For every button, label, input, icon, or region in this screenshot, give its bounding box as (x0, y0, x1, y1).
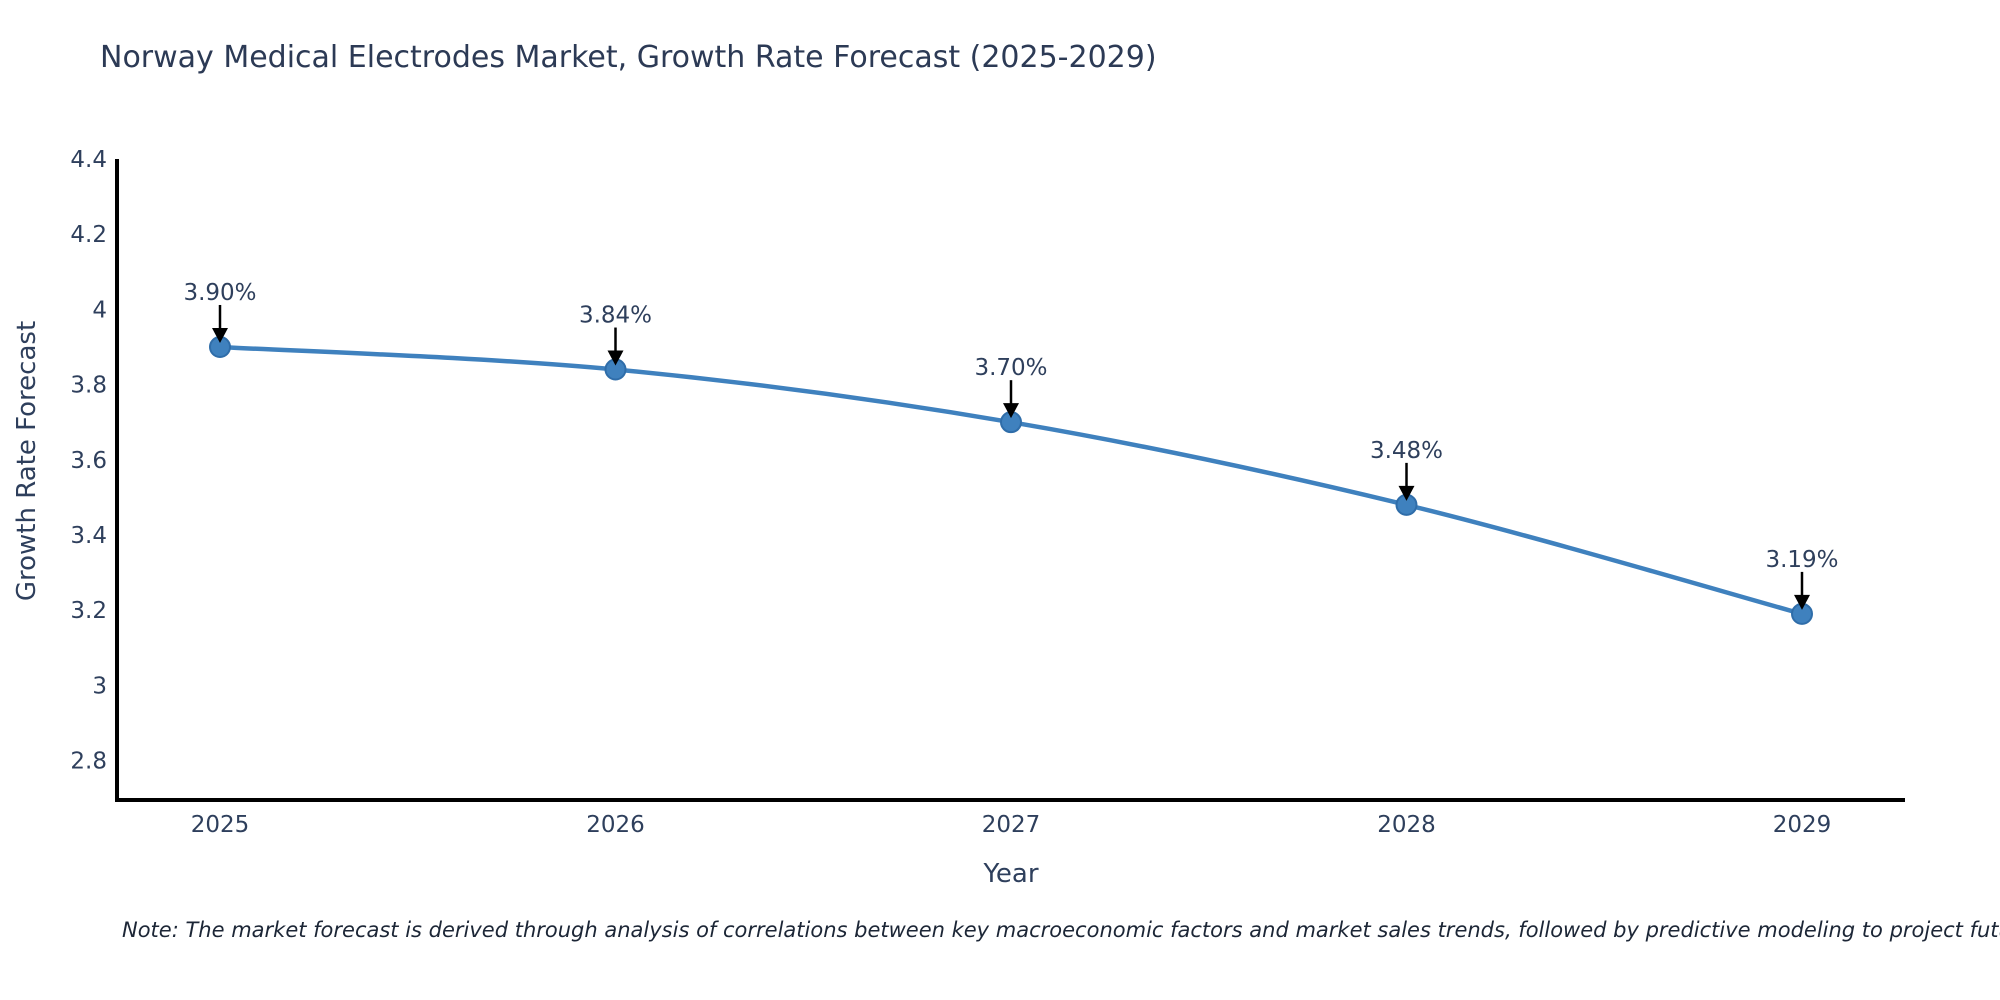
chart-title: Norway Medical Electrodes Market, Growth… (100, 40, 1157, 75)
y-tick-label: 3.6 (70, 448, 107, 474)
x-tick-label: 2028 (1377, 812, 1436, 838)
x-tick-label: 2029 (1773, 812, 1832, 838)
annotation-label-2028: 3.48% (1370, 438, 1443, 464)
y-tick-label: 3.4 (70, 523, 107, 549)
y-tick-label: 3.2 (70, 598, 107, 624)
y-tick-label: 2.8 (70, 749, 107, 775)
y-tick-label: 4.4 (70, 147, 107, 173)
annotation-arrowhead-icon (1003, 403, 1019, 419)
annotation-arrowhead-icon (607, 350, 624, 366)
x-tick-label: 2027 (982, 812, 1041, 838)
annotation-label-2027: 3.70% (974, 355, 1047, 381)
y-tick-label: 4 (92, 297, 107, 323)
y-tick-label: 4.2 (70, 222, 107, 248)
annotation-arrowhead-icon (1398, 485, 1415, 501)
footnote: Note: The market forecast is derived thr… (122, 918, 2000, 942)
x-tick-label: 2026 (586, 812, 645, 838)
x-axis-title: Year (983, 859, 1039, 889)
annotation-label-2029: 3.19% (1765, 547, 1838, 573)
y-tick-label: 3.8 (70, 373, 107, 399)
x-tick-label: 2025 (191, 812, 250, 838)
annotation-arrowhead-icon (212, 327, 228, 343)
y-tick-label: 3 (92, 673, 107, 699)
annotation-arrowhead-icon (1794, 594, 1810, 610)
annotation-label-2025: 3.90% (183, 280, 256, 306)
annotation-label-2026: 3.84% (579, 303, 652, 329)
